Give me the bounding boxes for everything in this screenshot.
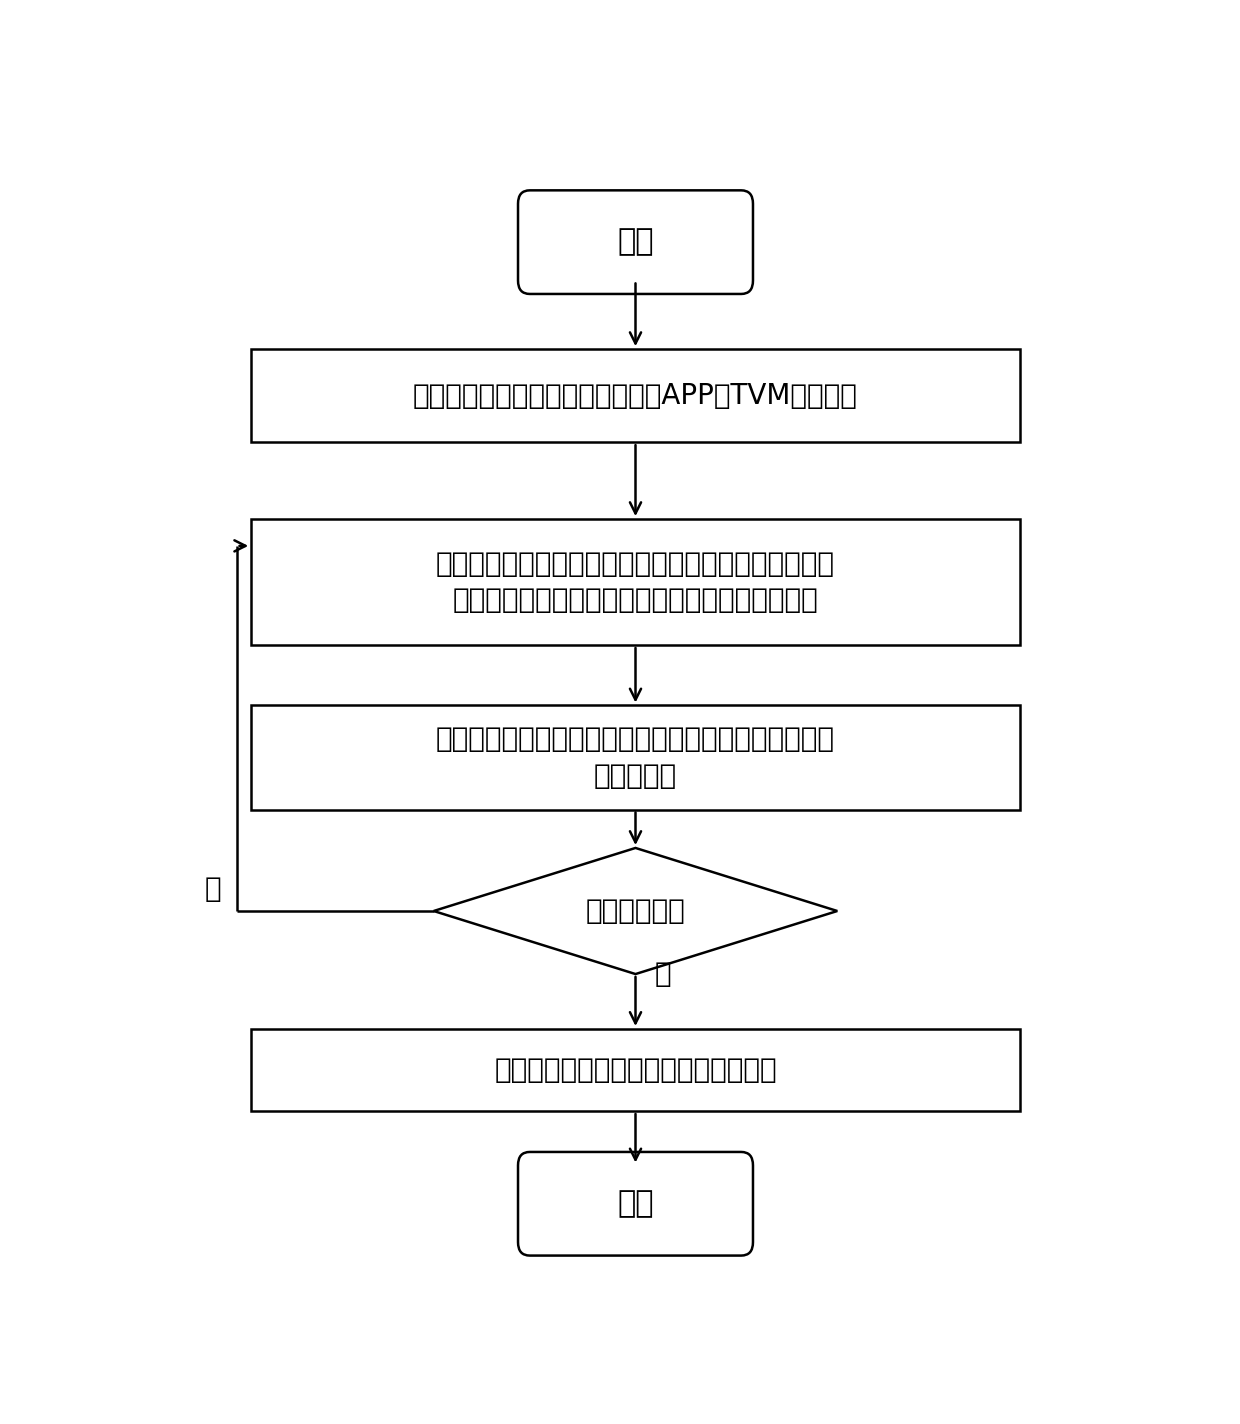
Text: 否: 否 (205, 876, 221, 903)
Text: 结合固定时刻表生成多模式动态时刻表: 结合固定时刻表生成多模式动态时刻表 (495, 1057, 776, 1084)
Text: 根据预约需求在固定时刻表的基础上生成初始加开列车
方案（包括加开列车数量、交路与开行时刻范围）: 根据预约需求在固定时刻表的基础上生成初始加开列车 方案（包括加开列车数量、交路与… (436, 550, 835, 615)
Text: 获取预约需求（通过电话、网站、APP、TVM等方式）: 获取预约需求（通过电话、网站、APP、TVM等方式） (413, 382, 858, 410)
Text: 用户是否接受: 用户是否接受 (585, 897, 686, 926)
Text: 在固定时刻表生成加开列车时刻表，将加开列车时刻表
反馈给用户: 在固定时刻表生成加开列车时刻表，将加开列车时刻表 反馈给用户 (436, 725, 835, 790)
Bar (250, 705, 1021, 810)
Text: 是: 是 (655, 960, 671, 987)
Text: 结束: 结束 (618, 1189, 653, 1219)
Bar (250, 1030, 1021, 1111)
Bar (250, 518, 1021, 645)
Bar (250, 349, 1021, 443)
Text: 开始: 开始 (618, 228, 653, 256)
